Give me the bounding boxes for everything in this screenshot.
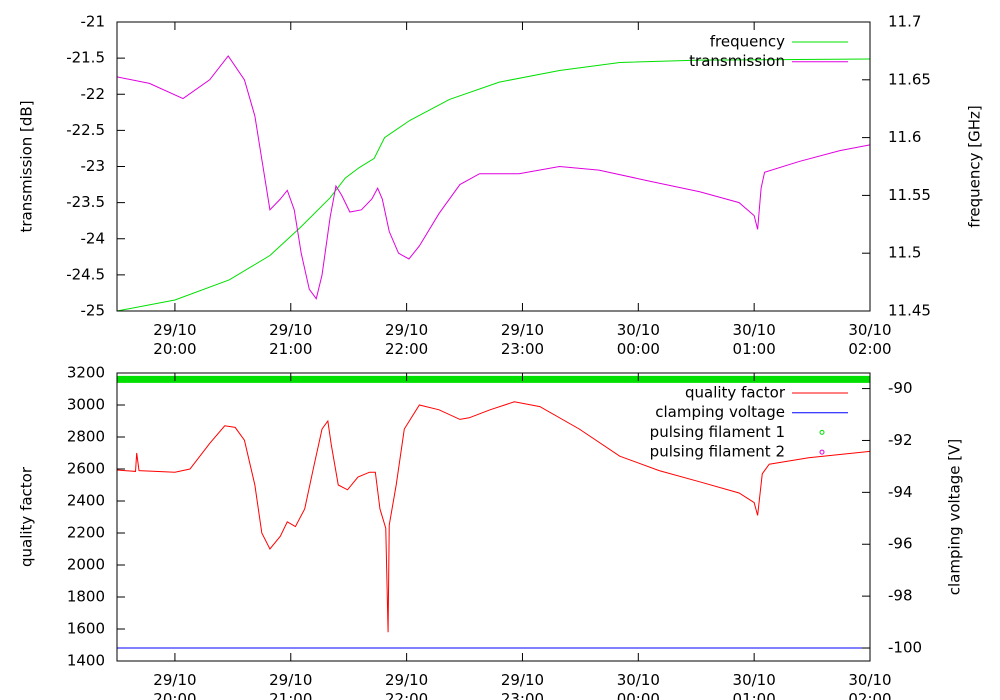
y2-tick-label: 11.7 bbox=[888, 13, 921, 31]
series-line bbox=[117, 401, 870, 633]
x-tick-label: 29/10 23:00 bbox=[501, 321, 544, 358]
legend-label: pulsing filament 1 bbox=[650, 423, 785, 441]
legend-label: frequency bbox=[710, 33, 785, 51]
y-tick-label: -21.5 bbox=[66, 49, 105, 67]
legend-label: clamping voltage bbox=[655, 403, 785, 421]
y-tick-label: -24 bbox=[81, 229, 106, 247]
y-tick-label: -22 bbox=[81, 85, 106, 103]
x-tick-label: 30/10 02:00 bbox=[848, 321, 891, 358]
y2-tick-label: 11.6 bbox=[888, 128, 921, 146]
y-tick-label: 3000 bbox=[67, 396, 105, 414]
y-tick-label: -25 bbox=[81, 302, 106, 320]
x-tick-label: 29/10 23:00 bbox=[501, 671, 544, 700]
legend-label: pulsing filament 2 bbox=[650, 443, 785, 461]
y2-tick-label: -94 bbox=[888, 483, 913, 501]
y-axis-title: transmission [dB] bbox=[18, 100, 36, 232]
y-tick-label: 1400 bbox=[67, 652, 105, 670]
y2-tick-label: 11.5 bbox=[888, 244, 921, 262]
y-tick-label: 2000 bbox=[67, 556, 105, 574]
y2-tick-label: -90 bbox=[888, 379, 913, 397]
y2-tick-label: 11.55 bbox=[888, 186, 931, 204]
y2-tick-label: -92 bbox=[888, 431, 913, 449]
y-tick-label: -23 bbox=[81, 157, 106, 175]
y-tick-label: -21 bbox=[81, 13, 106, 31]
y2-tick-label: -96 bbox=[888, 535, 913, 553]
x-tick-label: 30/10 02:00 bbox=[848, 671, 891, 700]
y-tick-label: 1800 bbox=[67, 588, 105, 606]
y-axis-title: quality factor bbox=[18, 466, 36, 567]
y2-axis-title: clamping voltage [V] bbox=[946, 439, 964, 595]
y-tick-label: -22.5 bbox=[66, 121, 105, 139]
x-tick-label: 30/10 00:00 bbox=[617, 321, 660, 358]
x-tick-label: 29/10 22:00 bbox=[385, 671, 428, 700]
x-tick-label: 29/10 20:00 bbox=[153, 321, 196, 358]
y2-tick-label: -98 bbox=[888, 587, 913, 605]
y-tick-label: -23.5 bbox=[66, 193, 105, 211]
x-tick-label: 29/10 21:00 bbox=[269, 671, 312, 700]
y2-tick-label: -100 bbox=[888, 639, 922, 657]
y2-tick-label: 11.45 bbox=[888, 302, 931, 320]
x-tick-label: 30/10 01:00 bbox=[733, 321, 776, 358]
y-tick-label: 1600 bbox=[67, 620, 105, 638]
y-tick-label: -24.5 bbox=[66, 265, 105, 283]
series-line bbox=[117, 55, 870, 300]
y-tick-label: 2400 bbox=[67, 492, 105, 510]
x-tick-label: 29/10 20:00 bbox=[153, 671, 196, 700]
legend-marker bbox=[819, 449, 825, 455]
y-tick-label: 3200 bbox=[67, 364, 105, 382]
legend-label: quality factor bbox=[685, 384, 786, 402]
x-tick-label: 30/10 01:00 bbox=[733, 671, 776, 700]
x-tick-label: 29/10 21:00 bbox=[269, 321, 312, 358]
x-tick-label: 30/10 00:00 bbox=[617, 671, 660, 700]
y-tick-label: 2800 bbox=[67, 428, 105, 446]
y-tick-label: 2200 bbox=[67, 524, 105, 542]
x-tick-label: 29/10 22:00 bbox=[385, 321, 428, 358]
legend-marker bbox=[819, 429, 825, 435]
legend-label: transmission bbox=[689, 52, 785, 70]
series-line bbox=[117, 58, 870, 311]
y2-tick-label: 11.65 bbox=[888, 70, 931, 88]
plot-frame bbox=[116, 372, 871, 662]
y2-axis-title: frequency [GHz] bbox=[966, 105, 984, 227]
y-tick-label: 2600 bbox=[67, 460, 105, 478]
